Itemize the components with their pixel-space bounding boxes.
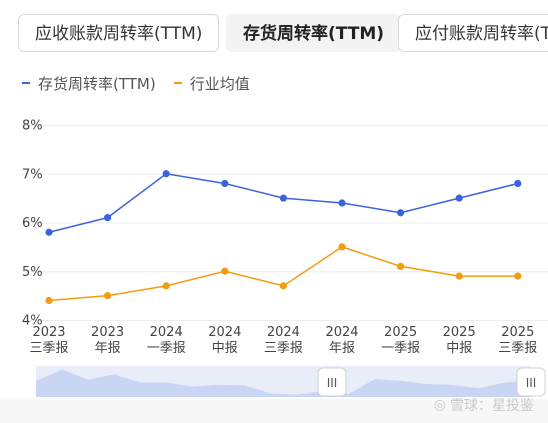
legend-swatch-series1 [22,82,30,84]
metric-tabs: 应收账款周转率(TTM) 存货周转率(TTM) 应付账款周转率(T [0,0,548,60]
x-tick-label-year: 2023 [32,325,65,340]
footer-strip [0,399,548,423]
series-point [45,228,53,236]
y-tick-label: 4% [22,314,43,329]
x-tick-label-period: 一季报 [147,341,186,356]
y-tick-label: 7% [22,167,43,182]
x-tick-label-year: 2025 [501,325,534,340]
legend-item-series1[interactable]: 存货周转率(TTM) [22,73,156,94]
series-point [162,170,170,178]
slider-handle-left-grip: III [327,376,338,390]
legend-label-series2: 行业均值 [189,74,250,93]
x-tick-label-period: 年报 [95,341,121,356]
y-tick-label: 5% [22,265,43,280]
x-tick-label-period: 一季报 [381,341,420,356]
series-point [279,282,287,290]
series-point [221,267,229,275]
y-tick-label: 6% [22,216,43,231]
series-point [104,292,112,300]
x-tick-label-period: 中报 [212,341,238,356]
series-point [338,243,346,251]
legend-swatch-series2 [173,82,182,84]
series-point [279,194,287,202]
legend-item-series2[interactable]: 行业均值 [173,73,250,94]
watermark-text: 雪球：星投鉴 [450,398,534,414]
tab-receivables-turnover[interactable]: 应收账款周转率(TTM) [18,14,220,52]
xueqiu-logo-icon: ◎ [433,397,446,413]
tab-payables-turnover[interactable]: 应付账款周转率(T [398,14,548,52]
x-tick-label-year: 2023 [91,325,124,340]
x-tick-label-period: 三季报 [29,341,68,356]
x-tick-label-period: 中报 [446,341,472,356]
series-point [455,272,463,280]
x-tick-label-period: 三季报 [264,341,303,356]
legend-label-series1: 存货周转率(TTM) [38,74,156,93]
slider-handle-right[interactable] [516,367,546,397]
tab-inventory-turnover[interactable]: 存货周转率(TTM) [226,14,402,52]
series-point [514,179,522,188]
series-point [338,199,346,207]
slider-handle-left[interactable] [317,367,347,397]
x-tick-label-year: 2025 [384,325,417,340]
x-tick-label-period: 三季报 [498,341,537,356]
slider-handle-right-grip: III [526,376,537,390]
series-point [104,214,112,222]
slider-minimap [36,369,531,397]
series-point [397,262,405,270]
x-tick-label-year: 2024 [150,325,183,340]
series-point [455,194,463,202]
x-tick-label-year: 2024 [325,325,358,340]
series-point [45,296,53,305]
watermark: ◎ 雪球：星投鉴 [434,395,534,415]
series-point [397,209,405,217]
x-tick-label-year: 2025 [443,325,476,340]
chart-legend: 存货周转率(TTM) 行业均值 [22,72,268,94]
series-line [48,246,518,302]
x-tick-label-year: 2024 [267,325,300,340]
series-point [221,179,229,188]
series-point [514,272,522,280]
x-tick-label-year: 2024 [208,325,241,340]
y-tick-label: 8% [22,119,43,134]
x-tick-label-period: 年报 [329,341,355,356]
series-point [162,282,170,290]
